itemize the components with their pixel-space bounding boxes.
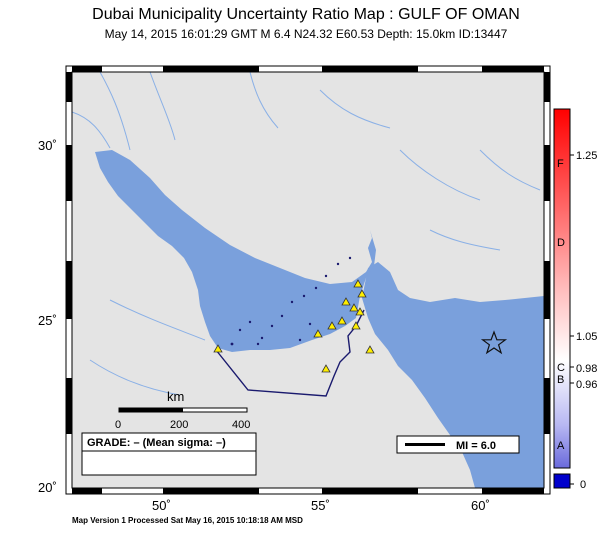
lon-label-50: 50˚: [152, 498, 171, 513]
colorbar-letter-a: A: [557, 440, 565, 452]
station-triangle-icon: [351, 321, 361, 330]
map-area: [72, 72, 544, 488]
station-triangle-icon: [365, 345, 375, 354]
coastline-islands: [230, 256, 352, 346]
colorbar-letter-b: B: [557, 374, 564, 386]
gulf-of-oman: [362, 262, 544, 488]
station-triangle-icon: [213, 344, 223, 353]
station-triangle-icon: [327, 321, 337, 330]
scale-tick-200: 200: [170, 419, 188, 431]
station-triangle-icon: [341, 297, 351, 306]
lat-label-20: 20˚: [38, 480, 57, 495]
lon-label-55: 55˚: [311, 498, 330, 513]
colorbar-letter-f: F: [557, 158, 564, 170]
colorbar: F D C B A 1.25 1.05 0.98 0.96 0: [553, 108, 597, 491]
colorbar-value-0-96: 0.96: [576, 379, 597, 391]
station-triangle-icon: [353, 279, 363, 288]
event-info: May 14, 2015 16:01:29 GMT M 6.4 N24.32 E…: [104, 27, 508, 41]
grade-text: GRADE: – (Mean sigma: –): [87, 437, 226, 449]
map-frame: [65, 65, 551, 495]
epicenter-star-icon: [480, 330, 508, 355]
colorbar-value-1-05: 1.05: [576, 331, 597, 343]
footer-processed-info: Map Version 1 Processed Sat May 16, 2015…: [72, 516, 303, 525]
station-triangle-icon: [349, 303, 359, 312]
persian-gulf: [95, 150, 376, 352]
station-markers: [213, 279, 375, 373]
rivers: [72, 72, 541, 396]
lon-label-60: 60˚: [471, 498, 490, 513]
lat-label-30: 30˚: [38, 138, 57, 153]
lat-label-25: 25˚: [38, 313, 57, 328]
station-triangle-icon: [321, 364, 331, 373]
colorbar-value-0: 0: [580, 479, 586, 491]
scale-tick-400: 400: [232, 419, 250, 431]
mi-text: MI = 6.0: [456, 440, 496, 452]
colorbar-letter-c: C: [557, 362, 565, 374]
colorbar-value-1-25: 1.25: [576, 150, 597, 162]
scale-unit: km: [167, 389, 184, 404]
colorbar-letter-d: D: [557, 237, 565, 249]
scale-tick-0: 0: [115, 419, 121, 431]
grade-box: GRADE: – (Mean sigma: –): [81, 432, 257, 476]
map-title: Dubai Municipality Uncertainty Ratio Map…: [92, 6, 520, 23]
station-triangle-icon: [337, 316, 347, 325]
station-triangle-icon: [357, 289, 367, 298]
colorbar-value-0-98: 0.98: [576, 363, 597, 375]
station-triangle-icon: [313, 329, 323, 338]
station-triangle-icon: [355, 307, 365, 316]
scale-bar: km 0 200 400: [115, 389, 250, 431]
mi-legend: MI = 6.0: [396, 435, 520, 454]
